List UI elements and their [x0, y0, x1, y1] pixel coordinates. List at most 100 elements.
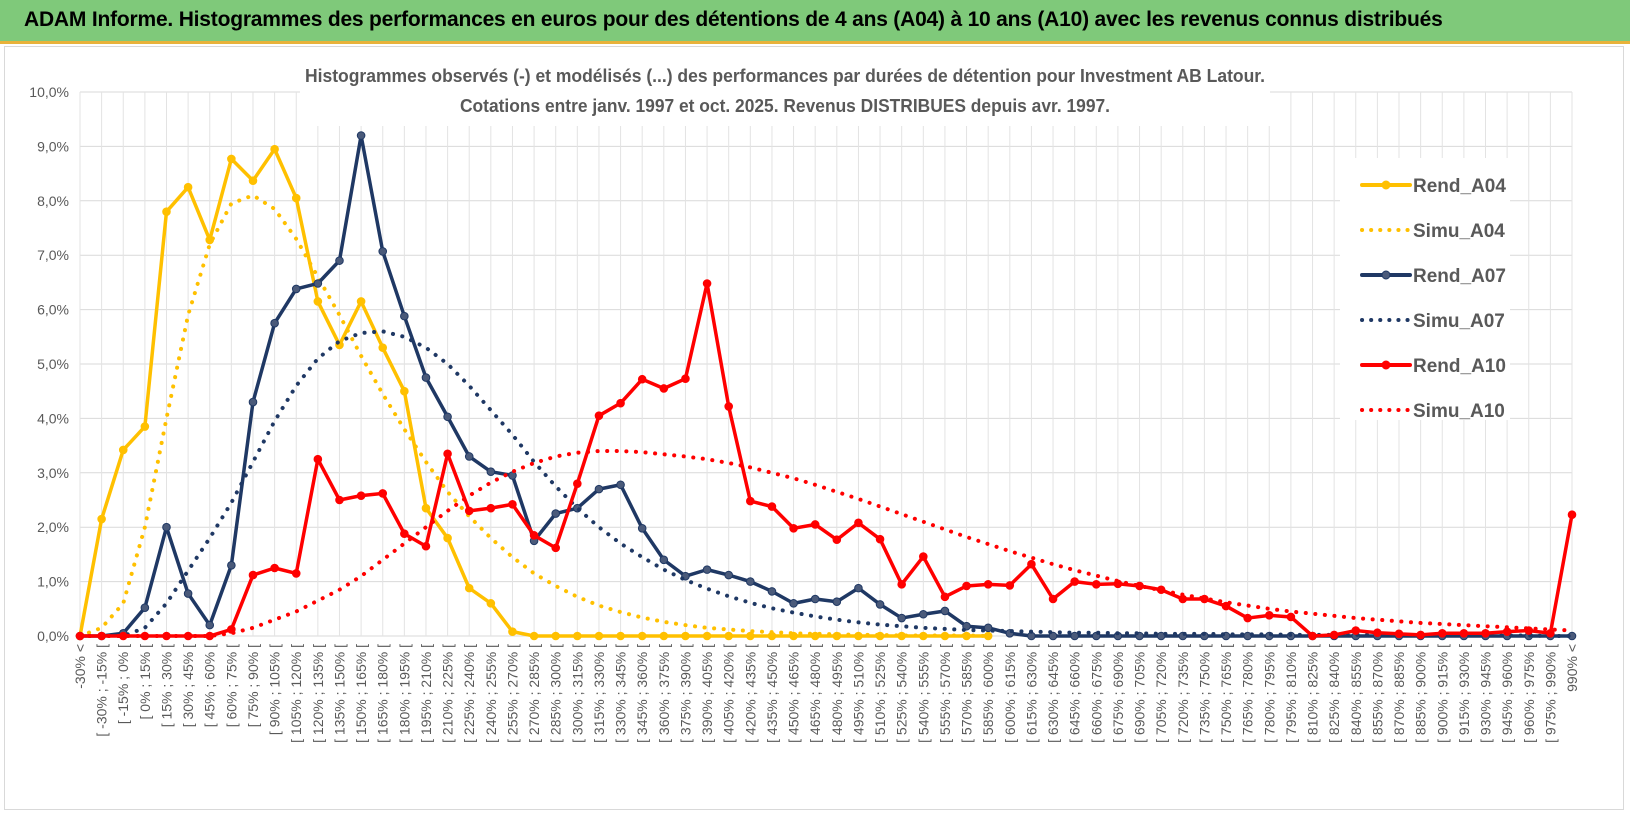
data-point [1394, 629, 1404, 639]
data-point [1437, 628, 1447, 638]
data-point [140, 603, 150, 613]
data-point [659, 555, 669, 565]
x-tick-label: [ 690% ; 705% [ [1132, 644, 1148, 743]
data-point [854, 583, 863, 593]
data-point [1286, 612, 1296, 622]
data-point [464, 583, 474, 593]
data-point [983, 631, 993, 641]
x-tick-label: [ -30% ; -15% [ [94, 644, 110, 737]
x-tick-label: [ 480% ; 495% [ [829, 644, 845, 743]
legend-item: Simu_A07 [1360, 311, 1505, 332]
x-tick-label: 990% < [1564, 644, 1580, 692]
y-tick-label: 5,0% [37, 356, 69, 372]
data-point [1005, 581, 1015, 590]
x-tick-label: [ 345% ; 360% [ [634, 644, 650, 743]
x-tick-label: [ 255% ; 270% [ [504, 644, 520, 743]
data-point [1156, 631, 1166, 641]
x-tick-label: [ 135% ; 150% [ [331, 644, 347, 743]
data-point [724, 570, 733, 580]
data-point [248, 570, 258, 580]
data-point [810, 520, 820, 529]
data-point [378, 343, 388, 352]
legend-item: Rend_A04 [1360, 176, 1506, 197]
data-point [681, 631, 690, 641]
data-point [1459, 628, 1469, 638]
y-tick-label: 0,0% [37, 628, 69, 644]
data-point [1070, 631, 1079, 641]
data-point [702, 279, 712, 288]
data-point [248, 397, 258, 407]
legend-label: Simu_A04 [1413, 221, 1505, 242]
x-tick-label: [ 510% ; 525% [ [872, 644, 888, 743]
data-point [291, 193, 301, 203]
data-point [400, 529, 409, 539]
data-point [637, 631, 647, 641]
series-line [78, 449, 1574, 638]
data-point [1070, 577, 1079, 586]
data-point [940, 592, 950, 602]
data-point [313, 279, 323, 288]
data-point [746, 577, 755, 586]
data-point [746, 496, 755, 506]
legend-label: Simu_A07 [1413, 311, 1505, 332]
legend-label: Rend_A10 [1413, 356, 1506, 377]
data-point [724, 402, 733, 411]
data-point [443, 412, 452, 422]
data-point [335, 256, 344, 265]
legend-label: Rend_A04 [1413, 176, 1506, 197]
x-tick-label: [ 855% ; 870% [ [1369, 644, 1385, 743]
x-tick-label: [ 705% ; 720% [ [1153, 644, 1169, 743]
data-point [1048, 594, 1058, 604]
data-point [1243, 613, 1252, 623]
title-background [300, 60, 1270, 126]
data-point [486, 503, 496, 513]
x-tick-label: [ 360% ; 375% [ [656, 644, 672, 743]
legend-background [1340, 158, 1510, 420]
x-tick-label: [ 15% ; 30% [ [158, 644, 174, 727]
x-tick-label: [ 435% ; 450% [ [764, 644, 780, 743]
data-point [291, 569, 301, 578]
data-point [594, 631, 604, 641]
legend-marker [1381, 180, 1391, 190]
data-point [724, 631, 733, 641]
data-point [118, 631, 128, 641]
data-point [746, 631, 755, 641]
data-point [529, 531, 539, 540]
data-point [832, 535, 842, 545]
x-tick-label: [ 405% ; 420% [ [721, 644, 737, 743]
x-tick-label: [ 660% ; 675% [ [1088, 644, 1104, 743]
data-point [313, 297, 323, 306]
data-point [443, 449, 452, 459]
series-simu-a10 [78, 449, 1574, 638]
x-tick-label: [ 570% ; 585% [ [959, 644, 975, 743]
x-tick-label: [ 795% ; 810% [ [1283, 644, 1299, 743]
data-point [183, 589, 193, 598]
legend-marker [1381, 270, 1391, 280]
data-point [183, 182, 193, 192]
data-point [681, 374, 690, 383]
x-tick-label: [ 225% ; 240% [ [461, 644, 477, 743]
data-point [789, 523, 798, 533]
data-point [875, 600, 885, 609]
y-tick-label: 7,0% [37, 247, 69, 263]
x-tick-label: [ 180% ; 195% [ [396, 644, 412, 743]
x-tick-label: [ 930% ; 945% [ [1478, 644, 1494, 743]
x-tick-label: [ 630% ; 645% [ [1045, 644, 1061, 743]
data-point [97, 514, 106, 524]
data-point [227, 154, 236, 164]
data-point [594, 411, 604, 420]
data-point [702, 631, 712, 641]
data-point [789, 599, 798, 608]
x-tick-label: [ 645% ; 660% [ [1067, 644, 1083, 743]
data-point [637, 374, 647, 384]
data-point [983, 580, 993, 589]
data-point [659, 384, 669, 393]
data-point [767, 587, 777, 596]
x-tick-label: [ 330% ; 345% [ [613, 644, 629, 743]
data-point [118, 445, 128, 455]
legend-item: Rend_A07 [1360, 266, 1506, 287]
x-tick-label: [ 45% ; 60% [ [202, 644, 218, 727]
data-point [421, 503, 431, 513]
x-tick-label: [ 420% ; 435% [ [742, 644, 758, 743]
x-tick-label: [ 0% ; 15% [ [137, 644, 153, 720]
